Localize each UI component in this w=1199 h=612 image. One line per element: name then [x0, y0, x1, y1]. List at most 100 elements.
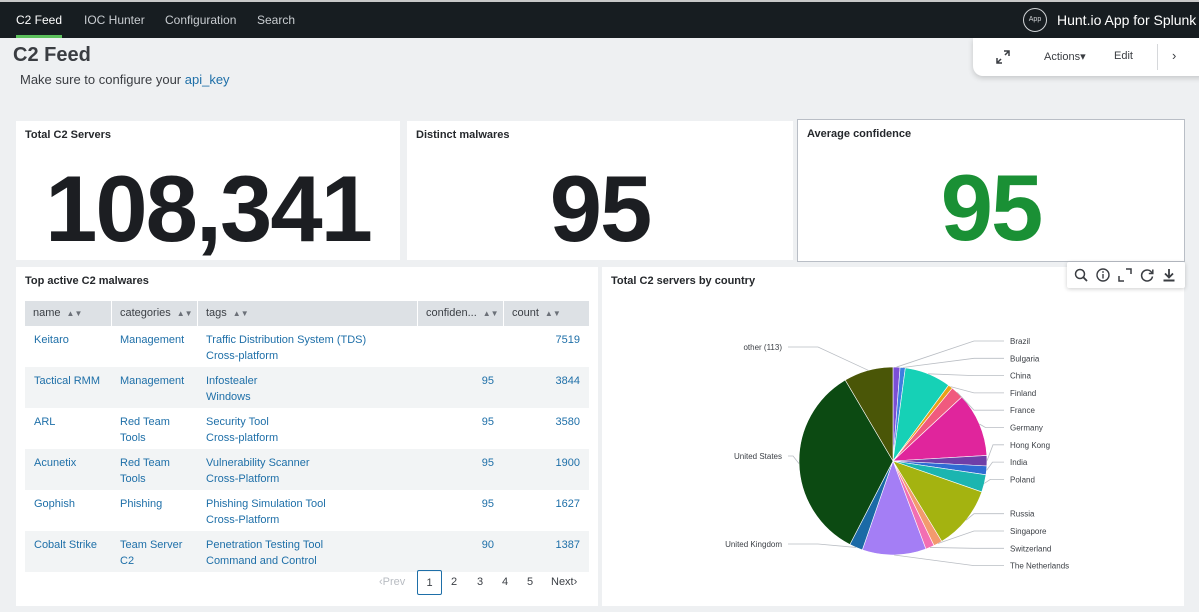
cell-tags-line[interactable]: Vulnerability Scanner — [206, 457, 310, 469]
api-key-link[interactable]: api_key — [184, 72, 230, 87]
cell-tags[interactable]: Phishing Simulation Tool Cross-Platform — [206, 496, 416, 528]
refresh-icon[interactable] — [1139, 267, 1155, 283]
table-row[interactable]: Keitaro Management Traffic Distribution Sy… — [25, 326, 589, 367]
pagination-page[interactable]: 5 — [527, 576, 534, 588]
column-header-count[interactable]: count ▲▼ — [503, 301, 589, 326]
cell-count[interactable]: 7519 — [503, 332, 580, 348]
nav-ioc-hunter[interactable]: IOC Hunter — [84, 13, 145, 27]
cell-categories-line[interactable]: Team Server — [120, 539, 183, 551]
table-row[interactable]: Cobalt Strike Team Server C2 Penetration Te… — [25, 531, 589, 572]
column-header-name[interactable]: name ▲▼ — [25, 301, 111, 326]
cell-categories[interactable]: Management — [120, 332, 196, 348]
cell-categories-line[interactable]: Red Team — [120, 416, 170, 428]
nav-c2-feed[interactable]: C2 Feed — [16, 2, 63, 38]
cell-categories[interactable]: Management — [120, 373, 196, 389]
cell-name-line[interactable]: Cobalt Strike — [34, 539, 97, 551]
table-row[interactable]: Gophish Phishing Phishing Simulation Tool C… — [25, 490, 589, 531]
pagination-page[interactable]: 2 — [451, 576, 458, 588]
cell-tags-line[interactable]: Phishing Simulation Tool — [206, 498, 326, 510]
cell-name-line[interactable]: Gophish — [34, 498, 75, 510]
cell-categories[interactable]: Red Team Tools — [120, 414, 196, 446]
cell-name[interactable]: ARL — [34, 414, 110, 430]
app-title[interactable]: Hunt.io App for Splunk — [1057, 12, 1197, 28]
column-header-confidence[interactable]: confiden... ▲▼ — [417, 301, 503, 326]
pagination-page-current[interactable]: 1 — [417, 570, 442, 595]
search-icon[interactable] — [1073, 267, 1089, 283]
info-icon[interactable] — [1095, 267, 1111, 283]
cell-name-line[interactable]: Keitaro — [34, 334, 69, 346]
cell-count[interactable]: 3580 — [503, 414, 580, 430]
cell-tags-line[interactable]: Cross-platform — [206, 350, 279, 362]
cell-categories-line[interactable]: Tools — [120, 473, 146, 485]
cell-count-line[interactable]: 1387 — [555, 539, 580, 551]
sort-icon[interactable]: ▲▼ — [176, 309, 193, 318]
cell-count-line[interactable]: 1627 — [555, 498, 580, 510]
cell-tags-line[interactable]: Traffic Distribution System (TDS) — [206, 334, 367, 346]
edit-button[interactable]: Edit — [1114, 50, 1133, 62]
cell-categories-line[interactable]: Management — [120, 334, 185, 346]
cell-count[interactable]: 1387 — [503, 537, 580, 553]
table-row[interactable]: Tactical RMM Management Infostealer Windows… — [25, 367, 589, 408]
cell-confidence[interactable]: 95 — [417, 373, 494, 389]
cell-tags[interactable]: Infostealer Windows — [206, 373, 416, 405]
cell-tags-line[interactable]: Security Tool — [206, 416, 269, 428]
cell-tags-line[interactable]: Infostealer — [206, 375, 258, 387]
sort-icon[interactable]: ▲▼ — [544, 309, 561, 318]
cell-tags-line[interactable]: Cross-platform — [206, 432, 279, 444]
expand-icon[interactable] — [1117, 267, 1133, 283]
cell-count-line[interactable]: 3844 — [555, 375, 580, 387]
table-row[interactable]: ARL Red Team Tools Security Tool Cross-platf… — [25, 408, 589, 449]
cell-count[interactable]: 1627 — [503, 496, 580, 512]
sort-icon[interactable]: ▲▼ — [482, 309, 499, 318]
cell-categories-line[interactable]: C2 — [120, 555, 135, 567]
column-header-categories[interactable]: categories ▲▼ — [111, 301, 197, 326]
cell-tags[interactable]: Security Tool Cross-platform — [206, 414, 416, 446]
cell-categories[interactable]: Team Server C2 — [120, 537, 196, 569]
cell-name-line[interactable]: Tactical RMM — [34, 375, 101, 387]
download-icon[interactable] — [1161, 267, 1177, 283]
pie-slice[interactable] — [892, 460, 983, 542]
pagination-next[interactable]: Next› — [551, 576, 578, 588]
cell-name-line[interactable]: Acunetix — [34, 457, 77, 469]
cell-name[interactable]: Acunetix — [34, 455, 110, 471]
cell-categories[interactable]: Phishing — [120, 496, 196, 512]
cell-confidence-line[interactable]: 90 — [481, 539, 494, 551]
cell-tags-line[interactable]: Command and Control — [206, 555, 317, 567]
cell-categories-line[interactable]: Tools — [120, 432, 146, 444]
nav-configuration[interactable]: Configuration — [165, 13, 237, 27]
pie-slice[interactable] — [844, 366, 894, 463]
pagination-page[interactable]: 3 — [477, 576, 484, 588]
cell-categories-line[interactable]: Red Team — [120, 457, 170, 469]
cell-count-line[interactable]: 3580 — [555, 416, 580, 428]
cell-confidence-line[interactable]: 95 — [481, 498, 494, 510]
cell-confidence-line[interactable]: 95 — [481, 416, 494, 428]
cell-name[interactable]: Cobalt Strike — [34, 537, 110, 553]
expand-icon[interactable] — [995, 49, 1011, 65]
cell-categories[interactable]: Red Team Tools — [120, 455, 196, 487]
cell-confidence-line[interactable]: 95 — [481, 457, 494, 469]
pagination-prev[interactable]: ‹Prev — [379, 576, 406, 588]
cell-tags[interactable]: Penetration Testing Tool Command and Cont… — [206, 537, 416, 569]
cell-categories-line[interactable]: Management — [120, 375, 185, 387]
cell-tags-line[interactable]: Windows — [206, 391, 251, 403]
chevron-right-icon[interactable]: › — [1172, 48, 1177, 63]
sort-icon[interactable]: ▲▼ — [66, 309, 83, 318]
cell-tags[interactable]: Traffic Distribution System (TDS) Cross-p… — [206, 332, 416, 364]
cell-name[interactable]: Tactical RMM — [34, 373, 110, 389]
column-header-tags[interactable]: tags ▲▼ — [197, 301, 417, 326]
cell-count[interactable]: 3844 — [503, 373, 580, 389]
actions-dropdown[interactable]: Actions▾ — [1044, 51, 1086, 63]
cell-tags-line[interactable]: Cross-Platform — [206, 473, 280, 485]
pie-slice[interactable] — [798, 379, 894, 545]
cell-confidence[interactable]: 95 — [417, 455, 494, 471]
sort-icon[interactable]: ▲▼ — [232, 309, 249, 318]
cell-count-line[interactable]: 1900 — [555, 457, 580, 469]
cell-confidence[interactable]: 95 — [417, 414, 494, 430]
cell-categories-line[interactable]: Phishing — [120, 498, 163, 510]
pagination-page[interactable]: 4 — [502, 576, 509, 588]
cell-confidence[interactable]: 90 — [417, 537, 494, 553]
cell-tags[interactable]: Vulnerability Scanner Cross-Platform — [206, 455, 416, 487]
cell-count-line[interactable]: 7519 — [555, 334, 580, 346]
cell-name[interactable]: Keitaro — [34, 332, 110, 348]
pie-slice[interactable] — [861, 460, 927, 556]
